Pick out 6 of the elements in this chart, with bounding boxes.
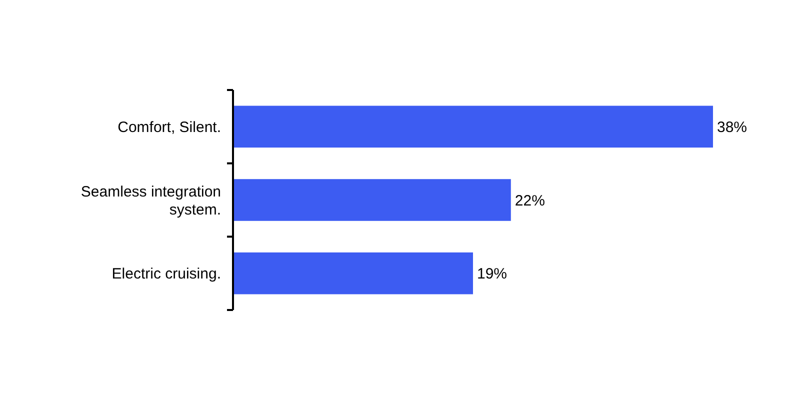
data-label: 38% bbox=[717, 118, 748, 136]
y-tick-label: Comfort, Silent. bbox=[118, 118, 221, 136]
data-label: 22% bbox=[514, 192, 545, 210]
data-label: 19% bbox=[477, 266, 508, 283]
y-tick-label: Seamless integration system. bbox=[80, 183, 221, 218]
y-tick-label: Electric cruising. bbox=[112, 266, 221, 283]
